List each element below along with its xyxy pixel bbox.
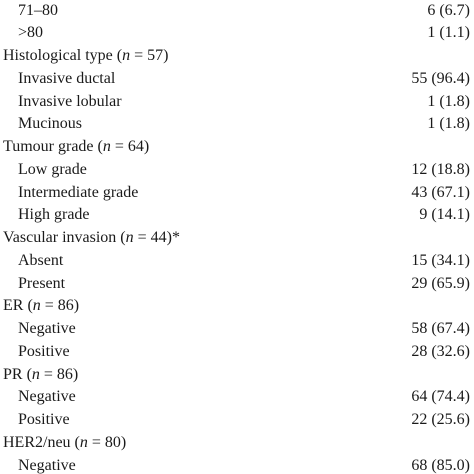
row-label: Low grade xyxy=(18,160,87,178)
n-symbol: n xyxy=(79,433,88,451)
group-header-row: Vascular invasion (n = 44)* xyxy=(0,226,474,249)
row-value: 28 (32.6) xyxy=(411,342,470,360)
group-header-row: Histological type (n = 57) xyxy=(0,44,474,67)
row-label: Mucinous xyxy=(18,115,82,133)
row-label: Present xyxy=(18,274,66,292)
row-label: Absent xyxy=(18,251,64,269)
table-row: >80 1 (1.1) xyxy=(0,21,474,44)
table-row: Invasive ductal 55 (96.4) xyxy=(0,67,474,90)
row-value: 64 (74.4) xyxy=(411,388,470,406)
row-value: 43 (67.1) xyxy=(411,183,470,201)
table-row: Mucinous 1 (1.8) xyxy=(0,112,474,135)
header-text: Histological type ( xyxy=(3,47,123,64)
header-text: PR ( xyxy=(3,365,32,383)
row-label: Positive xyxy=(18,411,70,428)
row-label: Positive xyxy=(18,342,70,360)
table-row: Absent 15 (34.1) xyxy=(0,249,474,272)
row-label: Invasive ductal xyxy=(18,69,116,87)
row-value: 29 (65.9) xyxy=(411,274,470,292)
header-text: HER2/neu ( xyxy=(3,433,80,451)
table-row: Invasive lobular 1 (1.8) xyxy=(0,90,474,113)
group-header-row: HER2/neu (n = 80) xyxy=(0,431,474,454)
row-label: Negative xyxy=(18,320,76,337)
row-value: 6 (6.7) xyxy=(427,1,470,19)
row-value: 1 (1.8) xyxy=(427,92,470,110)
row-label: 71–80 xyxy=(18,1,58,19)
group-header-row: PR (n = 86) xyxy=(0,363,474,386)
row-value: 22 (25.6) xyxy=(411,411,470,428)
header-text: = 57) xyxy=(130,47,169,64)
table-row: Intermediate grade 43 (67.1) xyxy=(0,181,474,204)
row-value: 68 (85.0) xyxy=(411,456,470,474)
row-value: 1 (1.8) xyxy=(427,115,470,133)
group-header: HER2/neu (n = 80) xyxy=(3,431,126,454)
row-label: Negative xyxy=(18,388,76,406)
group-header: Histological type (n = 57) xyxy=(3,44,168,67)
row-value: 15 (34.1) xyxy=(411,251,470,269)
group-header-row: ER (n = 86) xyxy=(0,294,474,317)
header-text: ER ( xyxy=(3,297,33,315)
n-symbol: n xyxy=(125,229,134,246)
group-header-row: Tumour grade (n = 64) xyxy=(0,135,474,158)
table-row: Negative 58 (67.4) xyxy=(0,317,474,340)
n-symbol: n xyxy=(31,365,40,383)
group-header: Vascular invasion (n = 44)* xyxy=(3,226,180,249)
row-value: 9 (14.1) xyxy=(419,206,470,224)
table-row: High grade 9 (14.1) xyxy=(0,203,474,226)
header-text: Tumour grade ( xyxy=(3,138,103,155)
row-value: 12 (18.8) xyxy=(411,160,470,178)
header-text: Vascular invasion ( xyxy=(3,229,126,246)
group-header: Tumour grade (n = 64) xyxy=(3,135,149,158)
row-label: High grade xyxy=(18,206,90,224)
table-row: Positive 28 (32.6) xyxy=(0,340,474,363)
group-header: ER (n = 86) xyxy=(3,294,79,317)
row-value: 55 (96.4) xyxy=(411,69,470,87)
n-symbol: n xyxy=(32,297,41,315)
table-row: 71–80 6 (6.7) xyxy=(0,0,474,22)
row-label: Invasive lobular xyxy=(18,92,122,110)
header-text: = 64) xyxy=(110,138,150,155)
table-row: Low grade 12 (18.8) xyxy=(0,158,474,181)
header-text: = 86) xyxy=(40,297,80,315)
table-row: Positive 22 (25.6) xyxy=(0,408,474,431)
row-value: 1 (1.1) xyxy=(427,24,470,42)
header-text: = 80) xyxy=(87,433,127,451)
table-row: Negative 64 (74.4) xyxy=(0,385,474,408)
group-header: PR (n = 86) xyxy=(3,363,78,386)
n-symbol: n xyxy=(122,47,131,64)
row-label: Negative xyxy=(18,456,76,474)
row-value: 58 (67.4) xyxy=(411,320,470,337)
table-row: Present 29 (65.9) xyxy=(0,272,474,295)
row-label: Intermediate grade xyxy=(18,183,139,201)
header-text: = 86) xyxy=(39,365,79,383)
header-text: = 44)* xyxy=(133,229,180,246)
table-row: Negative 68 (85.0) xyxy=(0,454,474,474)
row-label: >80 xyxy=(18,24,44,42)
n-symbol: n xyxy=(102,138,111,155)
